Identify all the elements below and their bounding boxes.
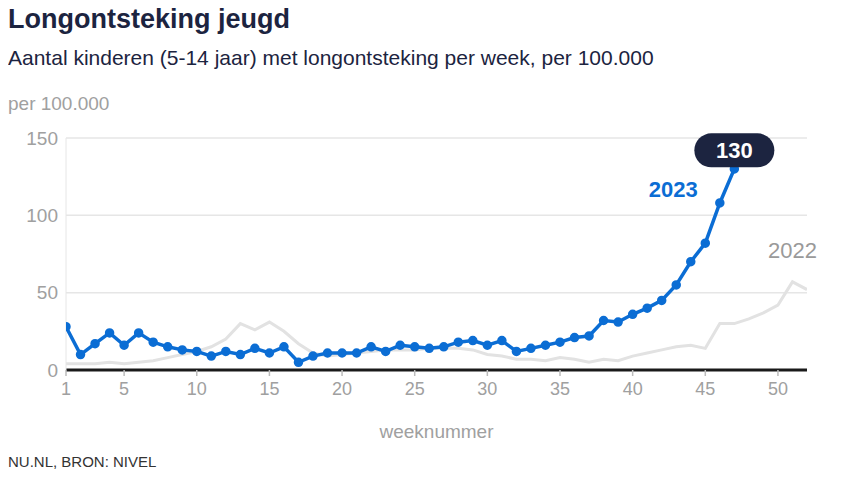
svg-text:2022: 2022 [768,238,817,263]
svg-text:weeknummer: weeknummer [378,421,494,442]
svg-text:50: 50 [768,379,788,399]
html-text:Longontsteking jeugd: Longontsteking jeugd [8,4,290,34]
html-text:NU.NL, BRON: NIVEL: NU.NL, BRON: NIVEL [8,453,157,470]
html-text:Aantal kinderen (5-14 jaar) me: Aantal kinderen (5-14 jaar) met longonts… [8,46,654,69]
svg-text:25: 25 [405,379,425,399]
svg-text:15: 15 [259,379,279,399]
svg-text:40: 40 [623,379,643,399]
svg-text:50: 50 [37,282,58,303]
html-text:per 100.000: per 100.000 [8,93,110,114]
svg-text:0: 0 [47,360,58,381]
svg-text:45: 45 [695,379,715,399]
svg-text:10: 10 [187,379,207,399]
svg-text:100: 100 [26,205,58,226]
svg-text:2023: 2023 [649,177,698,202]
svg-text:30: 30 [477,379,497,399]
svg-text:130: 130 [716,138,753,163]
svg-text:35: 35 [550,379,570,399]
svg-text:1: 1 [61,379,71,399]
svg-text:150: 150 [26,128,58,149]
svg-text:20: 20 [332,379,352,399]
svg-text:5: 5 [119,379,129,399]
